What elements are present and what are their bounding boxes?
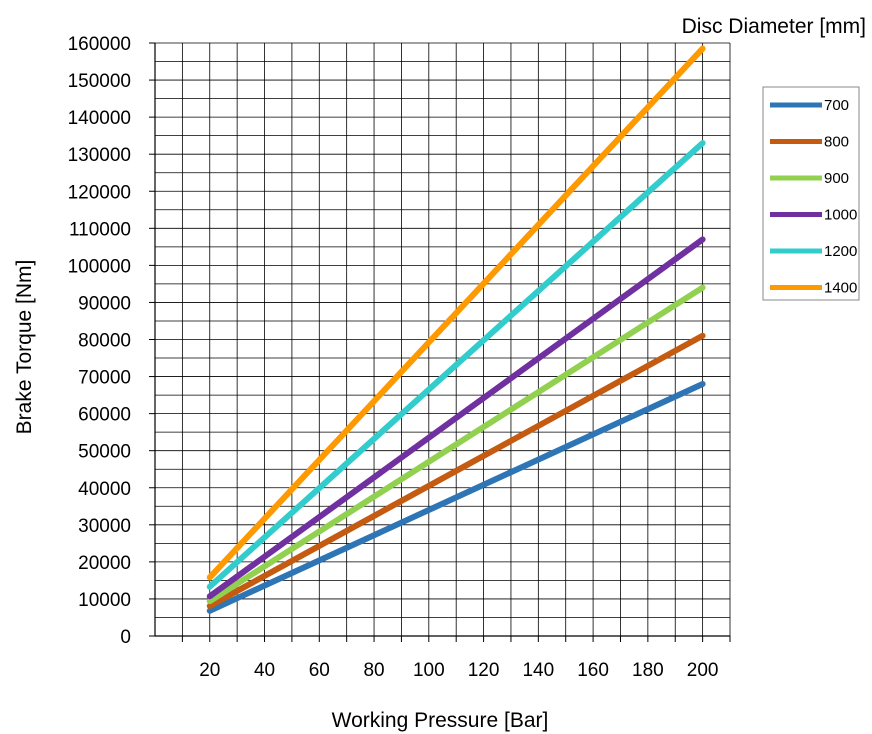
series-line-700 [206, 380, 706, 614]
legend-label-1200: 1200 [824, 243, 857, 260]
x-tick-label: 120 [468, 660, 500, 681]
y-tick-label: 30000 [78, 516, 131, 537]
y-tick-label: 70000 [78, 368, 131, 389]
y-tick-label: 40000 [78, 479, 131, 500]
x-axis-title: Working Pressure [Bar] [332, 709, 549, 732]
y-tick-label: 140000 [68, 108, 131, 129]
y-tick-label: 10000 [78, 590, 131, 611]
y-tick-label: 120000 [68, 182, 131, 203]
x-tick-label: 100 [413, 660, 445, 681]
legend-label-700: 700 [824, 97, 849, 114]
y-tick-label: 0 [120, 627, 131, 648]
series-lines [206, 45, 706, 614]
series-line-1200 [206, 140, 706, 590]
series-line-1400 [206, 45, 706, 581]
legend-label-800: 800 [824, 134, 849, 151]
series-line-800 [206, 332, 706, 609]
legend-label-1000: 1000 [824, 207, 857, 224]
x-tick-label: 20 [199, 660, 220, 681]
y-tick-label: 90000 [78, 293, 131, 314]
legend: 700 800 900 1000 1200 1400 [762, 86, 860, 301]
y-tick-label: 100000 [68, 256, 131, 277]
series-line-1000 [206, 236, 706, 600]
x-tick-label: 160 [577, 660, 609, 681]
y-axis-title: Brake Torque [Nm] [13, 260, 36, 435]
y-tick-label: 150000 [68, 71, 131, 92]
legend-label-900: 900 [824, 170, 849, 187]
y-tick-labels: 0 10000 20000 30000 40000 50000 60000 70000 8000… [68, 34, 131, 648]
y-tick-label: 60000 [78, 405, 131, 426]
legend-title: Disc Diameter [mm] [682, 15, 866, 38]
x-tick-label: 60 [309, 660, 330, 681]
y-tick-label: 50000 [78, 442, 131, 463]
legend-label-1400: 1400 [824, 280, 857, 297]
x-tick-label: 180 [632, 660, 664, 681]
x-tick-label: 40 [254, 660, 275, 681]
x-tick-label: 200 [687, 660, 719, 681]
x-tick-labels: 20 40 60 80 100 120 140 160 180 200 [199, 660, 718, 681]
axes [149, 42, 731, 642]
y-tick-label: 80000 [78, 331, 131, 352]
y-tick-label: 20000 [78, 553, 131, 574]
series-line-900 [206, 284, 706, 605]
x-tick-label: 80 [363, 660, 384, 681]
y-tick-label: 110000 [69, 219, 131, 240]
x-tick-label: 140 [522, 660, 554, 681]
y-tick-label: 130000 [68, 145, 131, 166]
y-tick-label: 160000 [68, 34, 131, 55]
legend-box [762, 86, 860, 301]
